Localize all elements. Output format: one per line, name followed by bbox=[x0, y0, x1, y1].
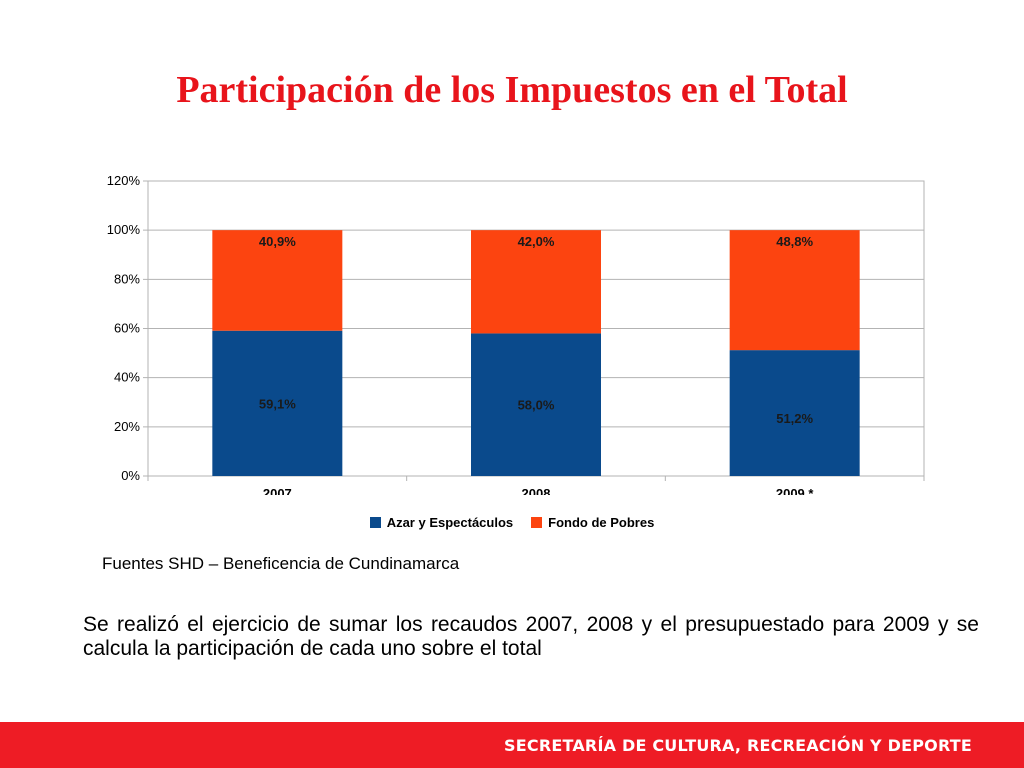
y-tick-label: 0% bbox=[121, 468, 140, 483]
y-tick-label: 80% bbox=[114, 271, 140, 286]
legend-item: Azar y Espectáculos bbox=[369, 515, 514, 530]
footer-bar: SECRETARÍA DE CULTURA, RECREACIÓN Y DEPO… bbox=[0, 722, 1024, 768]
y-tick-label: 120% bbox=[107, 173, 141, 188]
chart-bars: 59,1% 40,9% 58,0% 42,0% 51,2% 48,8% bbox=[212, 230, 860, 476]
source-note: Fuentes SHD – Beneficencia de Cundinamar… bbox=[102, 554, 460, 573]
x-category-label: 2009 * bbox=[776, 486, 815, 495]
description-text: Se realizó el ejercicio de sumar los rec… bbox=[83, 613, 979, 660]
bar-segment bbox=[471, 230, 601, 334]
chart-legend: Azar y Espectáculos Fondo de Pobres bbox=[0, 515, 1024, 530]
x-category-label: 2008 bbox=[522, 486, 551, 495]
bar-segment bbox=[729, 230, 860, 351]
legend-swatch bbox=[531, 517, 543, 528]
legend-item: Fondo de Pobres bbox=[531, 515, 654, 530]
data-label: 48,8% bbox=[776, 234, 813, 249]
bar-segment bbox=[729, 350, 860, 476]
data-label: 40,9% bbox=[259, 234, 296, 249]
data-label: 42,0% bbox=[518, 234, 555, 249]
y-tick-label: 100% bbox=[107, 222, 141, 237]
stacked-bar-chart: 0% 20% 40% 60% 80% 100% 120% 59,1% 40,9% 58,0% 42… bbox=[107, 173, 925, 495]
bar-segment bbox=[212, 330, 343, 476]
slide-title: Participación de los Impuestos en el Tot… bbox=[176, 69, 848, 111]
legend-label: Azar y Espectáculos bbox=[386, 515, 514, 530]
y-tick-label: 40% bbox=[114, 370, 140, 385]
x-category-label: 2007 bbox=[263, 486, 292, 495]
data-label: 58,0% bbox=[518, 398, 555, 413]
y-tick-label: 20% bbox=[114, 419, 140, 434]
x-axis-categories: 2007 2008 2009 * bbox=[263, 486, 815, 495]
y-tick-label: 60% bbox=[114, 321, 140, 336]
footer-text: SECRETARÍA DE CULTURA, RECREACIÓN Y DEPO… bbox=[504, 736, 972, 755]
legend-swatch bbox=[369, 517, 381, 528]
bar-segment bbox=[212, 230, 343, 331]
bar-segment bbox=[471, 333, 601, 476]
data-label: 59,1% bbox=[259, 396, 296, 411]
y-axis-ticks: 0% 20% 40% 60% 80% 100% 120% bbox=[107, 173, 141, 483]
legend-label: Fondo de Pobres bbox=[548, 515, 655, 530]
data-label: 51,2% bbox=[776, 411, 813, 426]
